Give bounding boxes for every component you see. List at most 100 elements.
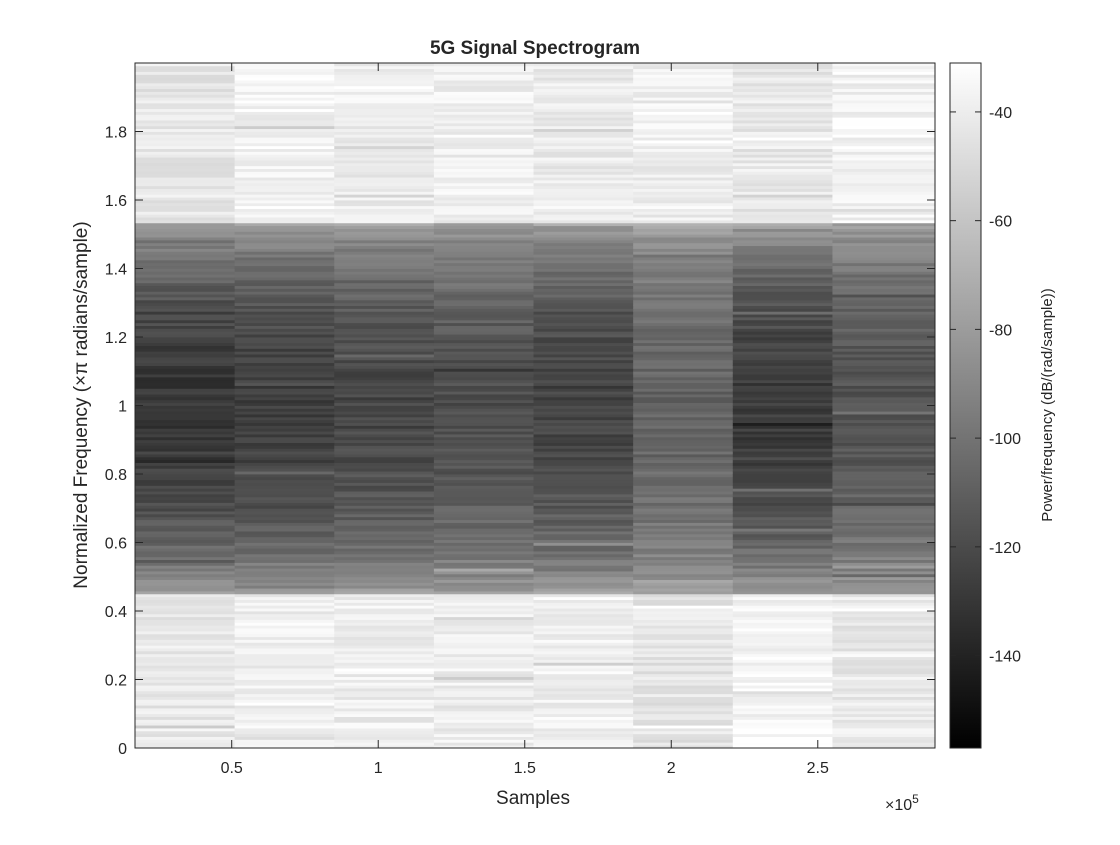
spectrogram-cell xyxy=(334,308,435,312)
spectrogram-cell xyxy=(832,160,936,164)
spectrogram-image xyxy=(135,63,936,749)
spectrogram-cell xyxy=(135,274,236,278)
spectrogram-cell xyxy=(633,533,734,538)
spectrogram-cell xyxy=(135,730,236,735)
spectrogram-cell xyxy=(135,599,236,603)
spectrogram-cell xyxy=(234,257,335,261)
spectrogram-cell xyxy=(234,88,335,92)
spectrogram-cell xyxy=(234,591,335,595)
y-axis: 00.20.40.60.811.21.41.61.8 xyxy=(105,125,935,758)
spectrogram-cell xyxy=(135,719,236,723)
spectrogram-cell xyxy=(832,708,936,712)
spectrogram-cell xyxy=(334,699,435,703)
spectrogram-cell xyxy=(234,279,335,284)
spectrogram-cell xyxy=(732,708,833,712)
spectrogram-cell xyxy=(732,68,833,72)
spectrogram-cell xyxy=(135,542,236,546)
spectrogram-cell xyxy=(633,525,734,529)
spectrogram-cell xyxy=(633,608,734,612)
spectrogram-cell xyxy=(234,722,335,726)
spectrogram-cell xyxy=(334,411,435,415)
spectrogram-cell xyxy=(135,656,236,660)
spectrogram-cell xyxy=(832,719,936,723)
spectrogram-cell xyxy=(433,174,535,178)
spectrogram-cell xyxy=(135,245,236,249)
spectrogram-cell xyxy=(135,396,236,401)
spectrogram-cell xyxy=(334,511,435,515)
spectrogram-cell xyxy=(633,268,734,272)
spectrogram-cell xyxy=(135,177,236,181)
spectrogram-cell xyxy=(633,411,734,415)
spectrogram-cell xyxy=(433,411,535,415)
spectrogram-cell xyxy=(633,245,734,249)
spectrogram-cell xyxy=(234,616,335,620)
spectrogram-cell xyxy=(832,650,936,655)
spectrogram-cell xyxy=(832,394,936,398)
spectrogram-cell xyxy=(334,713,435,717)
spectrogram-cell xyxy=(732,134,833,138)
spectrogram-cell xyxy=(433,77,535,81)
spectrogram-cell xyxy=(334,148,435,152)
spectrogram-cell xyxy=(433,268,535,272)
spectrogram-cell xyxy=(732,728,833,732)
spectrogram-cell xyxy=(533,371,634,375)
spectrogram-cell xyxy=(832,616,936,620)
spectrogram-cell xyxy=(633,648,734,652)
spectrogram-cell xyxy=(234,365,335,369)
spectrogram-cell xyxy=(135,317,236,321)
spectrogram-cell xyxy=(832,279,936,284)
spectrogram-cell xyxy=(533,719,634,723)
spectrogram-cell xyxy=(234,513,335,518)
spectrogram-cell xyxy=(633,605,734,609)
spectrogram-cell xyxy=(732,656,833,660)
spectrogram-cell xyxy=(334,525,435,529)
spectrogram-cell xyxy=(533,114,634,118)
y-tick-label: 0.6 xyxy=(105,536,127,553)
spectrogram-cell xyxy=(334,596,435,600)
spectrogram-cell xyxy=(832,379,936,384)
spectrogram-cell xyxy=(234,154,335,158)
spectrogram-cell xyxy=(533,725,634,729)
spectrogram-cell xyxy=(334,576,435,580)
spectrogram-cell xyxy=(832,317,936,321)
spectrogram-cell xyxy=(135,348,236,352)
spectrogram-cell xyxy=(433,314,535,318)
spectrogram-cell xyxy=(832,434,936,438)
spectrogram-cell xyxy=(334,722,435,726)
spectrogram-cell xyxy=(135,120,236,124)
spectrogram-cell xyxy=(135,182,236,187)
spectrogram-cell xyxy=(533,248,634,252)
spectrogram-cell xyxy=(533,676,634,680)
spectrogram-cell xyxy=(832,525,936,529)
spectrogram-cell xyxy=(732,445,833,449)
spectrogram-cell xyxy=(334,368,435,372)
spectrogram-cell xyxy=(135,197,236,201)
spectrogram-cell xyxy=(533,622,634,626)
spectrogram-cell xyxy=(832,476,936,481)
spectrogram-cell xyxy=(633,576,734,580)
spectrogram-cell xyxy=(832,328,936,332)
spectrogram-cell xyxy=(334,665,435,669)
spectrogram-cell xyxy=(234,305,335,309)
spectrogram-cell xyxy=(334,588,435,592)
spectrogram-cell xyxy=(633,491,734,495)
spectrogram-cell xyxy=(832,593,936,598)
spectrogram-cell xyxy=(135,493,236,498)
spectrogram-cell xyxy=(334,582,435,586)
spectrogram-cell xyxy=(533,619,634,623)
spectrogram-cell xyxy=(433,254,535,258)
spectrogram-cell xyxy=(533,151,634,155)
spectrogram-cell xyxy=(433,97,535,101)
spectrogram-cell xyxy=(832,408,936,412)
spectrogram-cell xyxy=(732,491,833,495)
spectrogram-cell xyxy=(135,591,236,595)
spectrogram-cell xyxy=(135,639,236,643)
spectrogram-cell xyxy=(732,419,833,424)
spectrogram-cell xyxy=(433,228,535,232)
x-axis-label: Samples xyxy=(496,788,570,809)
spectrogram-cell xyxy=(234,394,335,398)
spectrogram-cell xyxy=(135,448,236,452)
spectrogram-cell xyxy=(433,502,535,506)
spectrogram-cell xyxy=(533,314,634,318)
spectrogram-cell xyxy=(732,602,833,606)
